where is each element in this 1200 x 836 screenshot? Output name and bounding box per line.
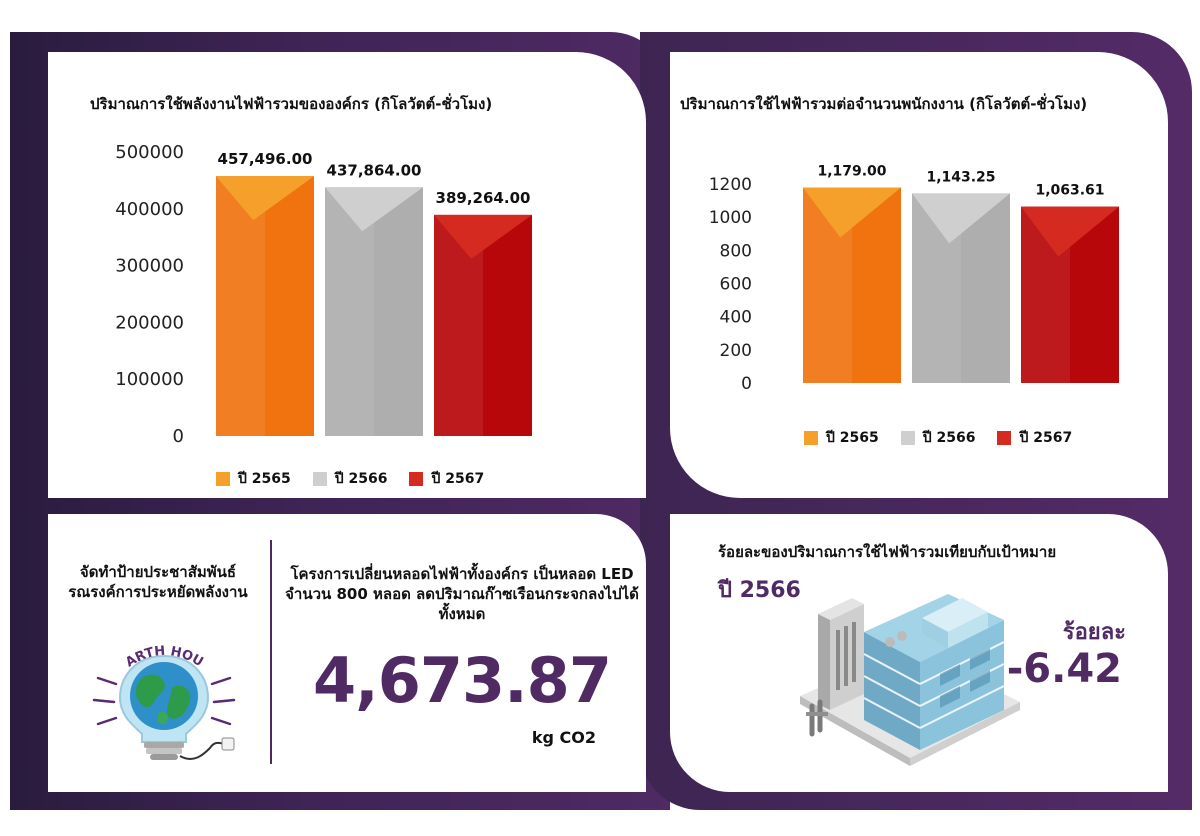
legend-item-2565: ปี 2565 (216, 468, 291, 490)
chart-legend: ปี 2565 ปี 2566 ปี 2567 (804, 427, 1072, 449)
data-label: 389,264.00 (436, 189, 531, 207)
legend-item-2565: ปี 2565 (804, 427, 879, 449)
earth-hour-lightbulb-icon: EARTH HOUR (84, 638, 236, 760)
target-title: ร้อยละของปริมาณการใช้ไฟฟ้ารวมเทียบกับเป้… (718, 543, 1057, 561)
y-tick-label: 600 (720, 275, 752, 295)
office-building-icon (800, 594, 1020, 766)
bar-3 (434, 214, 532, 436)
y-tick-label: 200 (720, 341, 752, 361)
legend-item-2567: ปี 2567 (409, 468, 484, 490)
bar-cap (216, 176, 314, 221)
legend-swatch (804, 431, 818, 445)
y-tick-label: 800 (720, 241, 752, 261)
legend-label: ปี 2565 (238, 471, 291, 487)
chart-card-total-energy: ปริมาณการใช้พลังงานไฟฟ้ารวมขององค์กร (กิ… (48, 52, 646, 498)
legend-label: ปี 2566 (334, 471, 388, 487)
bar-cap (325, 187, 423, 232)
y-tick-label: 500000 (115, 142, 184, 163)
bar-cap (1021, 206, 1119, 257)
bar-shade (434, 214, 483, 436)
card-energy-projects: จัดทำป้ายประชาสัมพันธ์รณรงค์การประหยัดพล… (48, 514, 646, 792)
chart-title: ปริมาณการใช้พลังงานไฟฟ้ารวมขององค์กร (กิ… (90, 95, 493, 113)
target-year: ปี 2566 (718, 578, 801, 603)
y-tick-label: 200000 (115, 312, 184, 333)
co2-reduction-value: 4,673.87 (313, 644, 612, 717)
y-tick-label: 300000 (115, 256, 184, 277)
led-project-text: โครงการเปลี่ยนหลอดไฟฟ้าทั้งองค์กร เป็นหล… (285, 565, 639, 623)
bar-shade (216, 176, 265, 436)
y-tick-label: 1000 (709, 208, 752, 228)
legend-label: ปี 2567 (431, 471, 485, 487)
legend-item-2566: ปี 2566 (312, 468, 388, 490)
legend-swatch (997, 431, 1012, 445)
bar-cap (912, 193, 1010, 244)
target-value: -6.42 (1006, 646, 1122, 692)
chart-total-energy: 500000 400000 300000 200000 100000 0 457,496.0… (115, 142, 532, 447)
campaign-text: จัดทำป้ายประชาสัมพันธ์รณรงค์การประหยัดพล… (68, 563, 248, 601)
legend-swatch (216, 472, 230, 486)
chart-card-per-employee: ปริมาณการใช้ไฟฟ้ารวมต่อจำนวนพนักงงาน (กิ… (670, 52, 1168, 498)
chart-title: ปริมาณการใช้ไฟฟ้ารวมต่อจำนวนพนักงงาน (กิ… (680, 95, 1088, 113)
bar-1 (803, 187, 901, 383)
legend-item-2567: ปี 2567 (997, 427, 1072, 449)
y-tick-label: 400 (720, 308, 752, 328)
card-target-comparison: ร้อยละของปริมาณการใช้ไฟฟ้ารวมเทียบกับเป้… (670, 514, 1168, 792)
legend-swatch (312, 472, 327, 486)
data-label: 1,063.61 (1035, 183, 1104, 199)
y-tick-label: 0 (173, 426, 184, 447)
chart-per-employee: 1200 1000 800 600 400 200 0 1,179.00 1,143.25 1,0… (709, 163, 1119, 394)
y-tick-label: 0 (741, 374, 752, 394)
bar-2 (912, 193, 1010, 383)
target-label: ร้อยละ (1062, 620, 1126, 645)
legend-swatch (409, 472, 424, 486)
bar-cap (434, 214, 532, 259)
y-tick-label: 1200 (709, 175, 752, 195)
data-label: 1,143.25 (926, 169, 995, 185)
bar-3 (1021, 206, 1119, 383)
y-tick-label: 100000 (115, 369, 184, 390)
data-label: 457,496.00 (218, 150, 313, 168)
divider (270, 540, 272, 764)
chart-legend: ปี 2565 ปี 2566 ปี 2567 (216, 468, 484, 490)
legend-label: ปี 2565 (826, 430, 879, 446)
bar-cap (803, 187, 901, 238)
bar-body (216, 176, 314, 436)
bar-shade (325, 187, 374, 436)
y-tick-label: 400000 (115, 199, 184, 220)
co2-unit: kg CO2 (531, 728, 596, 747)
legend-swatch (900, 431, 915, 445)
data-label: 437,864.00 (327, 161, 422, 179)
bar-body (434, 214, 532, 436)
legend-label: ปี 2567 (1019, 430, 1073, 446)
data-label: 1,179.00 (817, 163, 886, 179)
legend-label: ปี 2566 (922, 430, 976, 446)
bar-2 (325, 187, 423, 436)
bar-body (325, 187, 423, 436)
bar-1 (216, 176, 314, 436)
legend-item-2566: ปี 2566 (900, 427, 976, 449)
